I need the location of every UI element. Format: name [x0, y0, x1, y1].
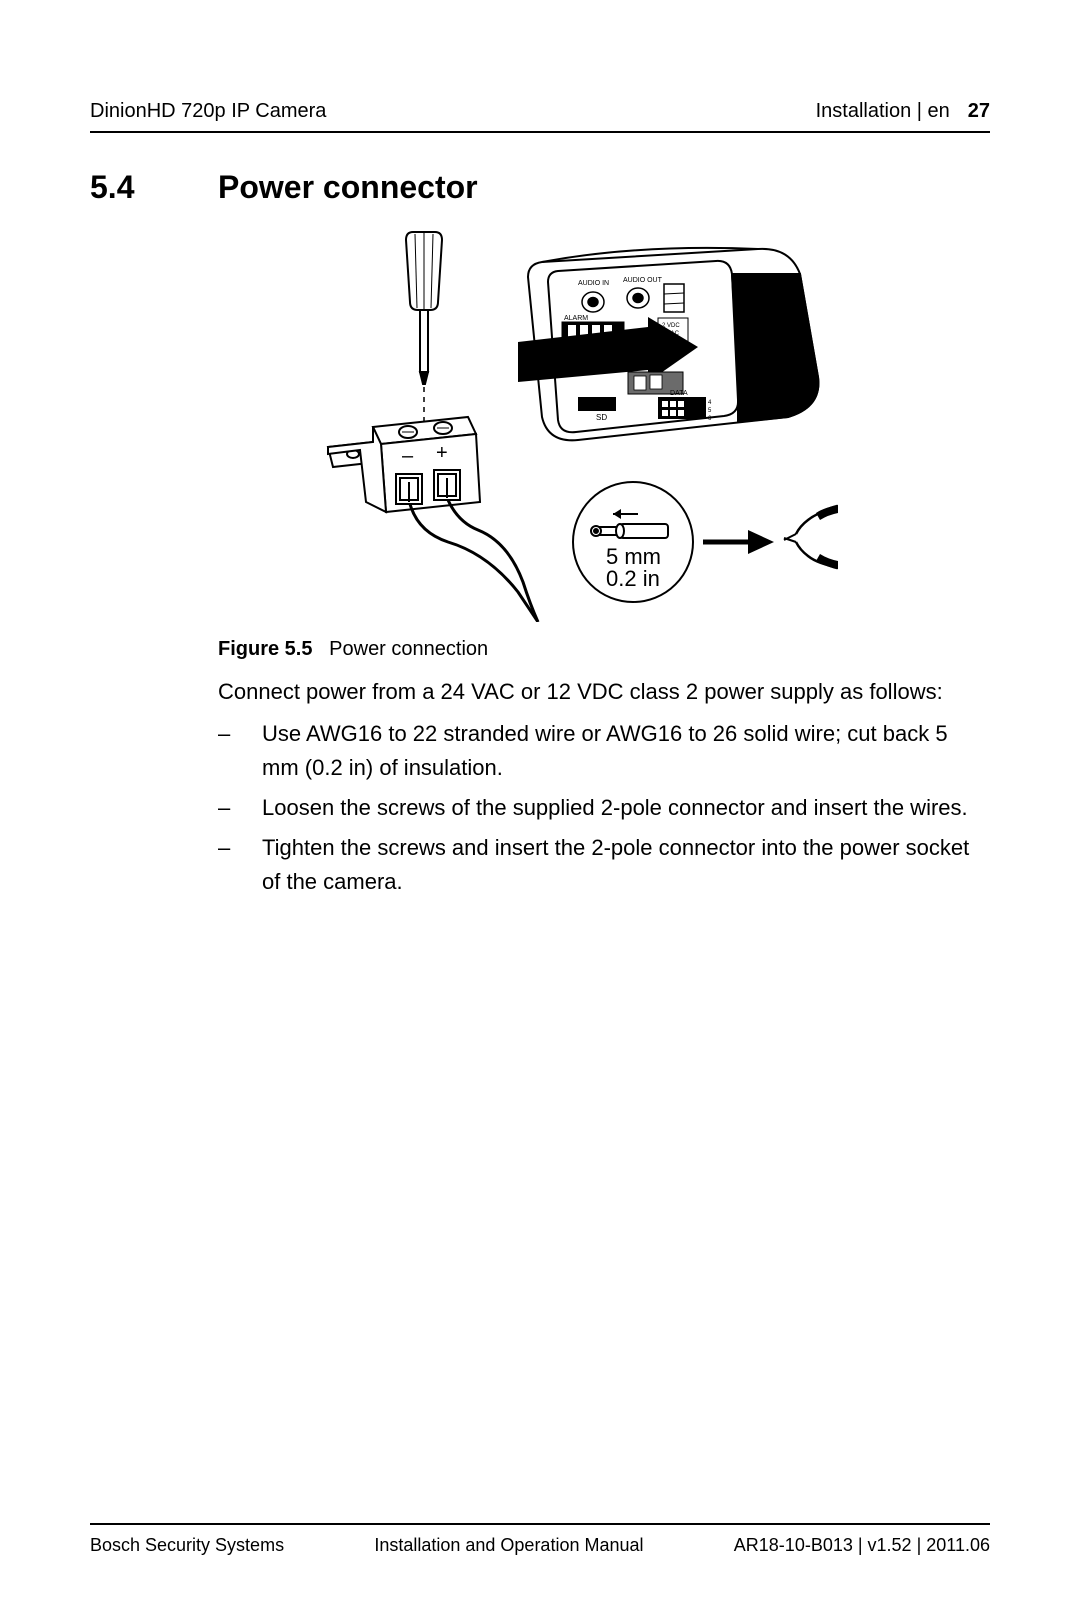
figure-power-connection: AUDIO IN AUDIO OUT ALARM 2 VDC 4 VAC — [218, 222, 990, 622]
intro-text: Connect power from a 24 VAC or 12 VDC cl… — [218, 675, 988, 709]
figure-caption-text: Power connection — [329, 638, 488, 660]
instruction-list: – Use AWG16 to 22 stranded wire or AWG16… — [218, 717, 988, 899]
bullet-text: Loosen the screws of the supplied 2-pole… — [262, 791, 968, 825]
list-item: – Use AWG16 to 22 stranded wire or AWG16… — [218, 717, 988, 785]
svg-text:–: – — [402, 445, 414, 467]
bullet-text: Tighten the screws and insert the 2-pole… — [262, 831, 988, 899]
section-heading: 5.4 Power connector — [90, 169, 990, 206]
label-audio-out: AUDIO OUT — [623, 277, 663, 284]
page-footer: Bosch Security Systems Installation and … — [90, 1523, 990, 1556]
list-item: – Tighten the screws and insert the 2-po… — [218, 831, 988, 899]
page-number: 27 — [968, 100, 990, 123]
list-item: – Loosen the screws of the supplied 2-po… — [218, 791, 988, 825]
footer-doc-title: Installation and Operation Manual — [374, 1535, 643, 1556]
svg-text:DATA: DATA — [670, 390, 688, 397]
section-title: Power connector — [218, 169, 478, 206]
label-audio-in: AUDIO IN — [578, 280, 609, 287]
footer-doc-id: AR18-10-B013 | v1.52 | 2011.06 — [734, 1535, 990, 1556]
label-02in: 0.2 in — [606, 566, 660, 591]
bullet-text: Use AWG16 to 22 stranded wire or AWG16 t… — [262, 717, 988, 785]
footer-company: Bosch Security Systems — [90, 1535, 284, 1556]
label-alarm: ALARM — [564, 315, 588, 322]
body-content: Connect power from a 24 VAC or 12 VDC cl… — [218, 675, 988, 900]
svg-text:SD: SD — [596, 413, 607, 422]
figure-label: Figure 5.5 — [218, 638, 312, 660]
power-connection-diagram: AUDIO IN AUDIO OUT ALARM 2 VDC 4 VAC — [218, 222, 838, 622]
header-product: DinionHD 720p IP Camera — [90, 100, 326, 123]
figure-caption: Figure 5.5 Power connection — [218, 638, 990, 661]
header-section: Installation | en — [816, 100, 950, 123]
section-number: 5.4 — [90, 169, 160, 206]
page-header: DinionHD 720p IP Camera Installation | e… — [90, 100, 990, 133]
svg-text:+: + — [436, 442, 448, 464]
